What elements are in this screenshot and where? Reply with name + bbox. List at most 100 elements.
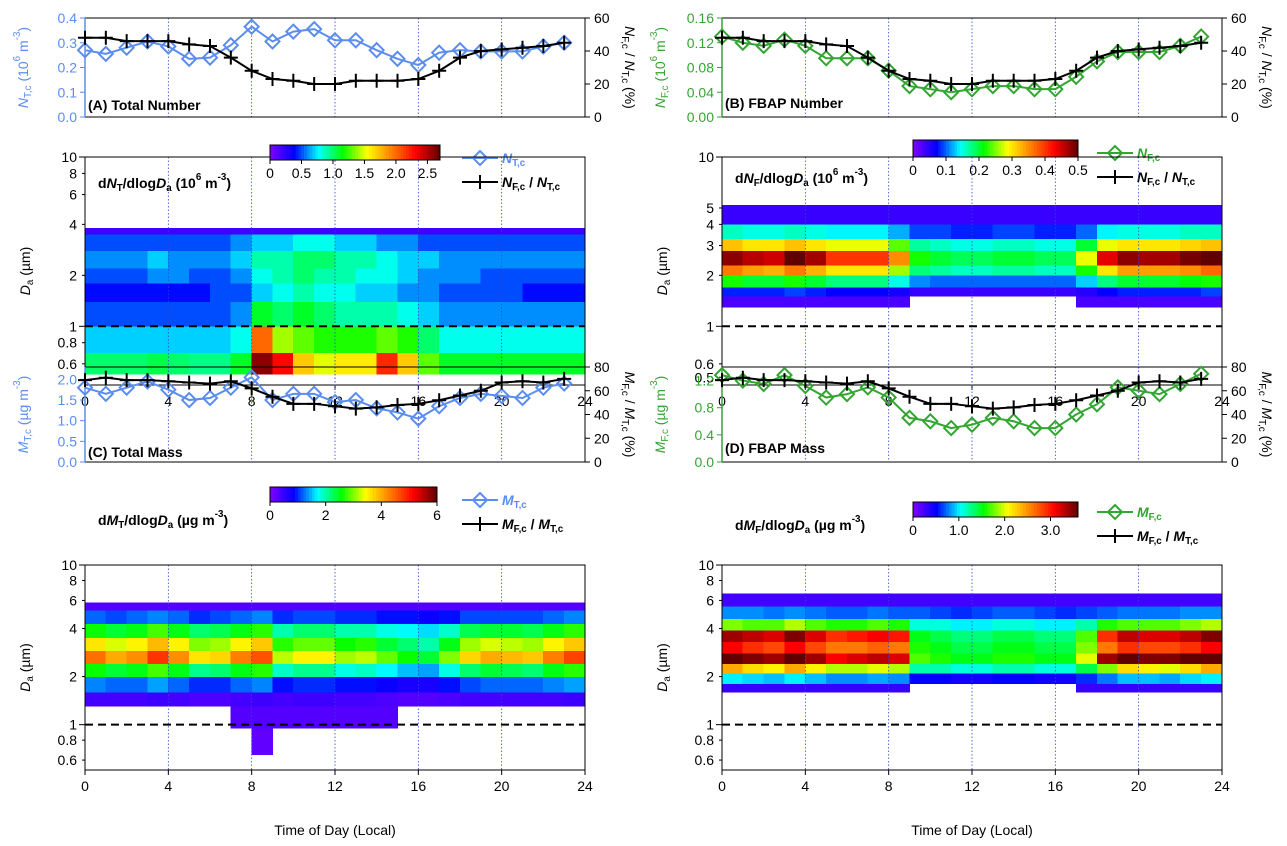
- colorbar-segment: [981, 502, 985, 517]
- heat-cell: [909, 204, 931, 225]
- heat-cell: [522, 623, 544, 639]
- heat-cell: [742, 653, 764, 665]
- heat-cell: [825, 683, 848, 693]
- heat-cell: [1013, 672, 1035, 685]
- heat-cell: [438, 610, 461, 624]
- y-axis-label: Da (µm): [17, 643, 36, 692]
- diamond-marker: [796, 37, 814, 55]
- heat-cell: [992, 204, 1014, 225]
- heat-cell: [846, 275, 869, 288]
- heat-cell: [909, 618, 931, 631]
- heat-cell: [209, 268, 232, 284]
- heat-cell: [1180, 224, 1202, 239]
- heat-cell: [251, 282, 273, 302]
- colorbar-label-part: a: [168, 520, 174, 531]
- heat-cell: [992, 593, 1014, 607]
- heat-cell: [126, 610, 148, 624]
- series-line: [84, 376, 565, 410]
- heat-cell: [376, 268, 398, 284]
- heat-cell: [805, 593, 827, 607]
- heat-cell: [376, 610, 398, 624]
- plus-marker: [473, 517, 487, 531]
- plus-marker: [840, 39, 854, 54]
- heat-cell: [418, 676, 440, 693]
- y-axis-label: Da (µm): [654, 643, 673, 692]
- diamond-marker: [243, 18, 261, 36]
- y-axis-label-part: -3: [12, 380, 23, 389]
- diamond-marker: [942, 83, 960, 101]
- heat-cell: [1055, 672, 1077, 685]
- heat-cell: [355, 676, 377, 693]
- heat-cell: [846, 672, 869, 685]
- diamond-marker: [118, 379, 136, 397]
- heat-cell: [721, 618, 744, 631]
- heat-cell: [251, 301, 273, 327]
- colorbar-segment: [940, 140, 944, 157]
- plus-marker: [1110, 44, 1125, 58]
- plus-marker: [923, 396, 938, 411]
- heat-cell: [126, 663, 148, 677]
- heat-cell: [272, 602, 294, 611]
- colorbar-segment: [990, 502, 994, 517]
- colorbar-segment: [1023, 502, 1027, 517]
- heat-cell: [272, 650, 294, 665]
- heat-cell: [1075, 250, 1098, 266]
- x-tick-label: 4: [164, 778, 172, 794]
- diamond-marker: [389, 404, 406, 421]
- colorbar-segment: [420, 145, 424, 160]
- heat-cell: [930, 606, 952, 620]
- heat-cell: [1075, 672, 1098, 685]
- heat-cell: [334, 623, 357, 639]
- heat-cell: [209, 610, 232, 624]
- y-axis-label-part: D: [654, 682, 670, 692]
- y-axis-label-part: (µm): [17, 247, 33, 280]
- heat-cell: [1180, 618, 1202, 631]
- legend-label-part: /: [527, 516, 539, 532]
- heat-cell: [992, 653, 1014, 665]
- colorbar-label-part: m: [838, 170, 854, 186]
- y-axis-label-part: a: [25, 676, 36, 682]
- y-tick-label: 0.08: [687, 60, 714, 76]
- heat-cell: [376, 250, 398, 269]
- legend-label-part: N: [1137, 169, 1148, 185]
- heat-cell: [1055, 275, 1077, 288]
- heat-cell: [84, 250, 107, 269]
- heat-cell: [480, 233, 502, 251]
- heat-cell: [742, 663, 764, 674]
- y2-axis-label-part: T,c: [619, 419, 630, 432]
- legend-label-part: T,c: [512, 158, 526, 169]
- panel-title: (D) FBAP Mass: [725, 440, 825, 456]
- colorbar-segment: [352, 145, 356, 160]
- heat-cell: [784, 641, 806, 654]
- plus-marker: [1131, 42, 1146, 57]
- y-axis-label-part: D: [17, 682, 33, 692]
- colorbar-segment: [278, 487, 282, 502]
- heat-cell: [867, 606, 889, 620]
- colorbar-segment: [1001, 502, 1005, 517]
- heat-cell: [1138, 250, 1160, 266]
- colorbar-tick-label: 0.1: [936, 162, 956, 178]
- diamond-marker: [159, 381, 177, 399]
- heat-cell: [334, 610, 357, 624]
- y-tick-label: 0.0: [695, 454, 715, 470]
- plus-marker: [223, 374, 238, 389]
- heat-cell: [1200, 683, 1223, 693]
- heat-cell: [272, 623, 294, 639]
- colorbar-segment: [943, 140, 947, 157]
- plus-marker: [432, 63, 447, 78]
- y-axis-label: MT,c (µg m-3): [12, 376, 34, 454]
- heat-cell: [1096, 630, 1119, 643]
- plus-marker: [473, 383, 488, 398]
- y-axis-label-part: M: [652, 441, 668, 453]
- heat-cell: [522, 268, 544, 284]
- colorbar-segment: [377, 145, 381, 160]
- heat-cell: [825, 224, 848, 239]
- heat-cell: [971, 672, 994, 685]
- y-tick-label: 0.04: [687, 84, 714, 100]
- heat-cell: [188, 352, 211, 375]
- heat-cell: [543, 227, 565, 235]
- colorbar-segment: [948, 502, 952, 517]
- heat-cell: [930, 275, 952, 288]
- heat-cell: [459, 676, 482, 693]
- heat-cell: [84, 282, 107, 302]
